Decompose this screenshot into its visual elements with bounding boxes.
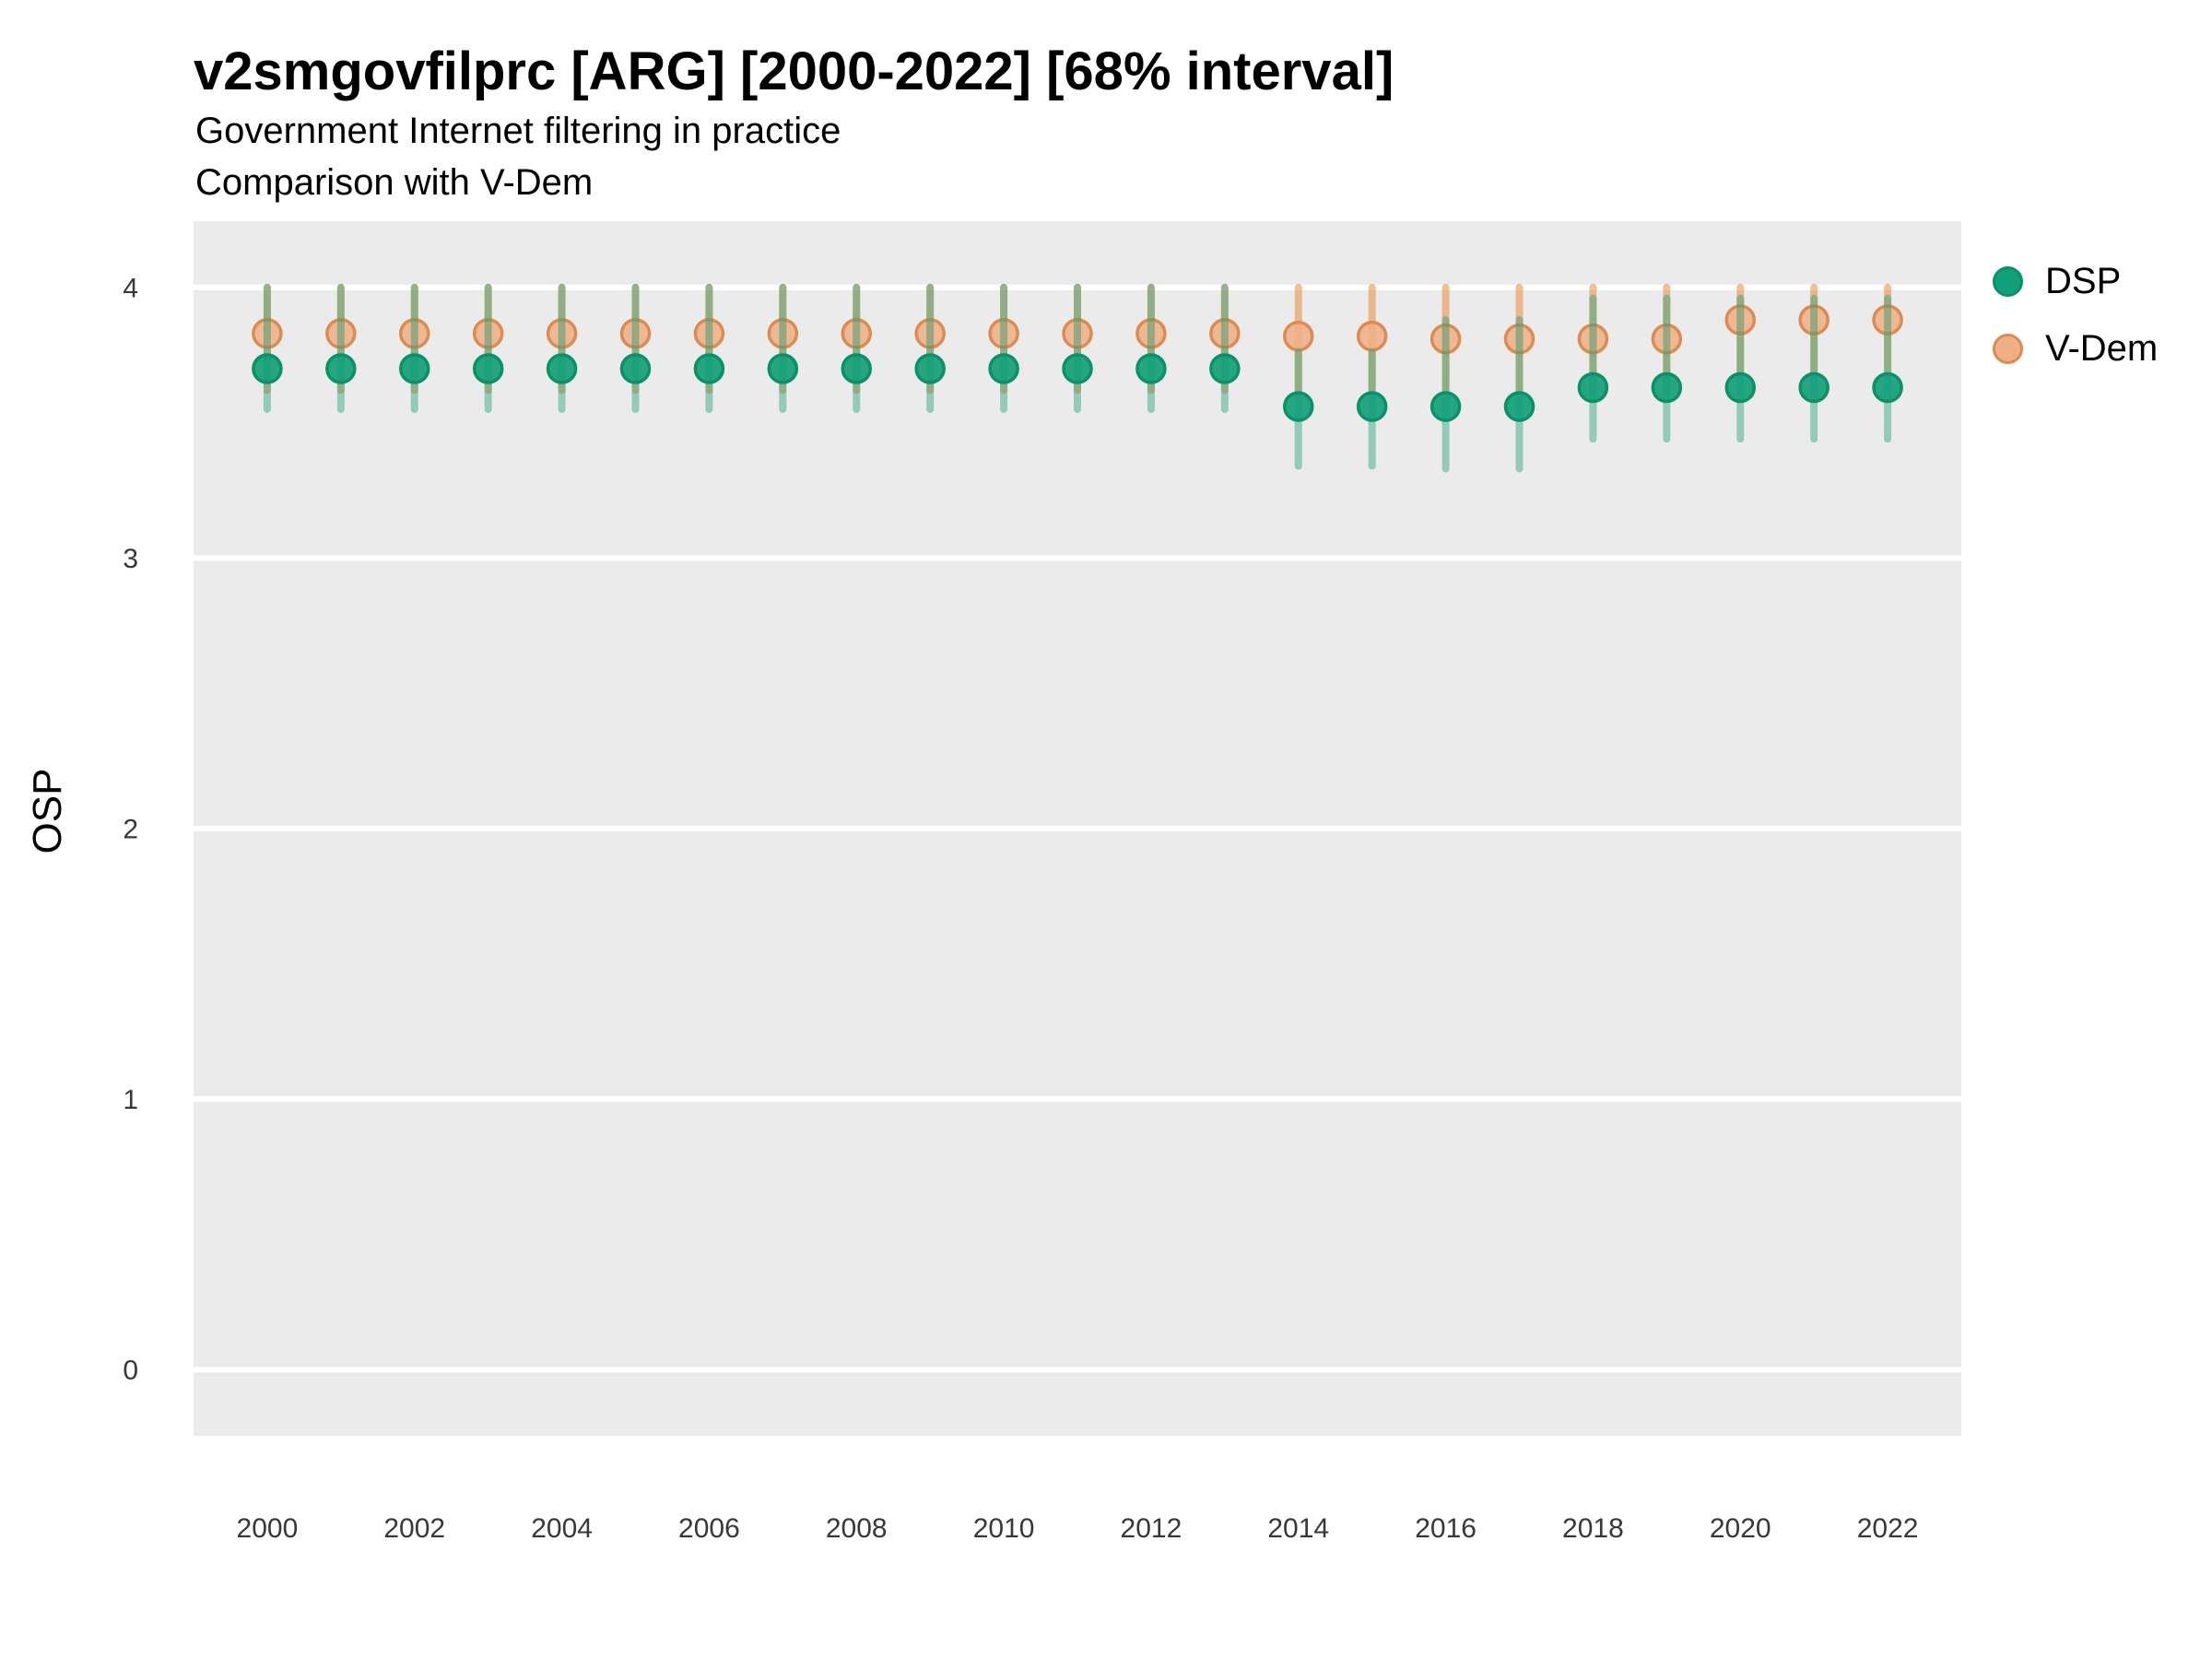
v-dem-point-2015 (1356, 321, 1388, 352)
v-dem-point-2004 (546, 318, 578, 349)
dsp-point-2015 (1356, 391, 1388, 422)
dsp-point-2021 (1798, 371, 1830, 404)
dsp-point-2018 (1577, 371, 1609, 404)
v-dem-point-2009 (914, 318, 946, 349)
legend-item-dsp: DSP (1993, 261, 2158, 302)
v-dem-point-2020 (1724, 304, 1756, 335)
legend-item-vdem: V-Dem (1993, 328, 2158, 370)
dsp-point-2017 (1503, 391, 1535, 422)
v-dem-point-2017 (1503, 323, 1535, 355)
dsp-point-2000 (252, 353, 283, 384)
dsp-point-2016 (1430, 391, 1462, 422)
vdem-legend-label: V-Dem (2045, 328, 2159, 369)
vdem-legend-marker (1993, 334, 2023, 364)
x-tick-label-2016: 2016 (1415, 1513, 1477, 1544)
x-tick-label-2008: 2008 (826, 1513, 888, 1544)
v-dem-point-2013 (1209, 318, 1241, 349)
dsp-legend-label: DSP (2045, 261, 2122, 301)
dsp-point-2013 (1209, 353, 1241, 384)
x-tick-label-2002: 2002 (383, 1513, 445, 1544)
y-tick-label-4: 4 (123, 273, 138, 303)
y-tick-label-0: 0 (123, 1356, 138, 1386)
y-tick-label-2: 2 (123, 815, 138, 845)
x-tick-label-2022: 2022 (1857, 1513, 1919, 1544)
v-dem-point-2008 (841, 318, 872, 349)
dsp-point-2010 (988, 353, 1019, 384)
x-tick-label-2004: 2004 (531, 1513, 593, 1544)
v-dem-point-2001 (325, 318, 357, 349)
v-dem-point-2012 (1135, 318, 1167, 349)
dsp-point-2014 (1283, 391, 1314, 422)
v-dem-point-2011 (1062, 318, 1093, 349)
dsp-point-2008 (841, 353, 872, 384)
dsp-point-2003 (472, 353, 504, 384)
dsp-legend-marker (1993, 266, 2023, 297)
v-dem-point-2000 (252, 318, 283, 349)
dsp-point-2020 (1724, 371, 1756, 404)
v-dem-point-2019 (1651, 323, 1683, 355)
v-dem-point-2002 (399, 318, 430, 349)
v-dem-point-2003 (472, 318, 504, 349)
v-dem-point-2006 (693, 318, 725, 349)
x-tick-label-2010: 2010 (973, 1513, 1035, 1544)
v-dem-point-2014 (1283, 321, 1314, 352)
y-tick-label-1: 1 (123, 1085, 138, 1115)
x-tick-label-2020: 2020 (1710, 1513, 1771, 1544)
dsp-point-2022 (1872, 371, 1903, 404)
x-tick-label-2014: 2014 (1267, 1513, 1329, 1544)
x-tick-label-2000: 2000 (237, 1513, 299, 1544)
v-dem-point-2007 (767, 318, 799, 349)
v-dem-point-2010 (988, 318, 1019, 349)
chart-subtitle: Government Internet filtering in practic… (195, 111, 841, 151)
v-dem-point-2016 (1430, 323, 1462, 355)
dsp-point-2009 (914, 353, 946, 384)
v-dem-point-2018 (1577, 323, 1609, 355)
chart-subtitle-comparison: Comparison with V-Dem (195, 162, 594, 203)
dsp-point-2002 (399, 353, 430, 384)
y-tick-label-3: 3 (123, 544, 138, 574)
chart-title: v2smgovfilprc [ARG] [2000-2022] [68% int… (194, 41, 1394, 101)
dsp-point-2005 (619, 353, 652, 384)
dsp-point-2019 (1651, 371, 1683, 404)
x-tick-label-2012: 2012 (1121, 1513, 1182, 1544)
dsp-point-2001 (325, 353, 357, 384)
x-tick-label-2006: 2006 (678, 1513, 740, 1544)
dsp-point-2004 (546, 353, 578, 384)
dsp-point-2011 (1062, 353, 1093, 384)
dsp-point-2006 (693, 353, 725, 384)
v-dem-point-2022 (1872, 304, 1903, 335)
legend: DSP V-Dem (1993, 261, 2158, 370)
v-dem-point-2021 (1798, 304, 1830, 335)
dsp-point-2012 (1135, 353, 1167, 384)
v-dem-point-2005 (619, 318, 652, 349)
dsp-point-2007 (767, 353, 799, 384)
x-tick-label-2018: 2018 (1562, 1513, 1624, 1544)
